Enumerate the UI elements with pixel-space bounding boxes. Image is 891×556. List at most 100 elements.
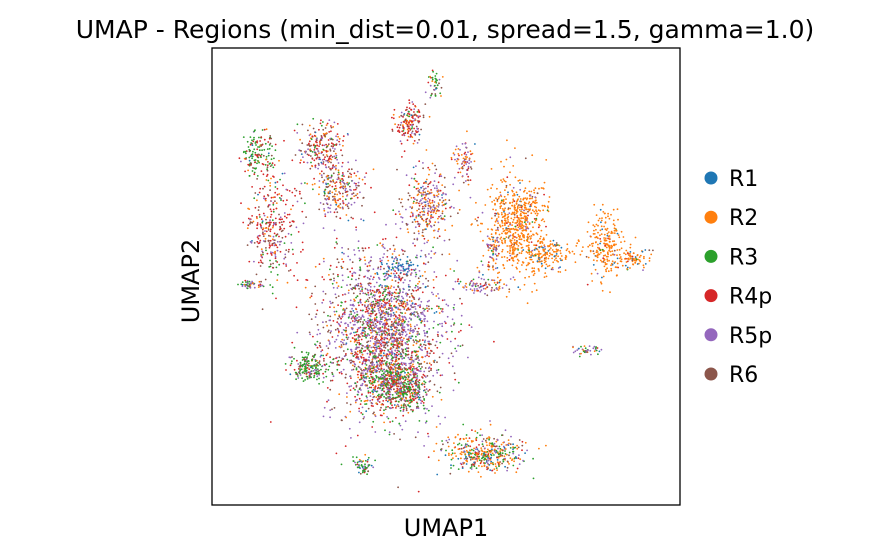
point-R5p bbox=[519, 228, 521, 230]
point-R3 bbox=[365, 364, 368, 366]
point-R3 bbox=[325, 375, 328, 378]
point-R6 bbox=[392, 346, 395, 349]
point-R6 bbox=[380, 406, 382, 409]
point-R2 bbox=[299, 138, 301, 141]
point-R2 bbox=[495, 440, 498, 443]
point-R6 bbox=[350, 359, 352, 362]
point-R5p bbox=[403, 308, 406, 310]
point-R2 bbox=[426, 307, 428, 310]
point-R6 bbox=[449, 472, 452, 475]
point-R5p bbox=[509, 234, 512, 237]
point-R2 bbox=[512, 194, 514, 197]
point-R5p bbox=[412, 331, 414, 334]
point-R3 bbox=[320, 368, 322, 371]
point-R2 bbox=[549, 252, 551, 255]
point-R6 bbox=[400, 201, 402, 204]
point-R2 bbox=[524, 217, 527, 220]
point-R4p bbox=[362, 356, 365, 359]
point-R2 bbox=[503, 267, 506, 270]
point-R3 bbox=[383, 395, 385, 398]
point-R3 bbox=[387, 390, 389, 393]
point-R3 bbox=[532, 477, 535, 480]
point-R3 bbox=[257, 160, 259, 162]
point-R3 bbox=[502, 459, 504, 461]
point-R4p bbox=[308, 142, 310, 145]
point-R6 bbox=[386, 357, 389, 360]
point-R2 bbox=[527, 246, 530, 249]
point-R3 bbox=[355, 367, 358, 369]
point-R2 bbox=[513, 211, 516, 214]
point-R2 bbox=[492, 268, 495, 271]
point-R3 bbox=[417, 355, 419, 358]
point-R1 bbox=[517, 286, 520, 289]
point-R6 bbox=[355, 385, 358, 388]
point-R2 bbox=[510, 241, 513, 244]
point-R5p bbox=[383, 275, 386, 278]
point-R6 bbox=[305, 372, 308, 375]
point-R6 bbox=[308, 331, 311, 334]
point-R4p bbox=[365, 306, 368, 309]
point-R3 bbox=[315, 366, 317, 369]
point-R6 bbox=[331, 408, 333, 411]
point-R4p bbox=[397, 385, 400, 388]
point-R2 bbox=[587, 245, 590, 248]
point-R6 bbox=[484, 439, 487, 442]
point-R6 bbox=[427, 305, 430, 308]
point-R4p bbox=[353, 338, 356, 341]
point-R3 bbox=[385, 370, 388, 372]
point-R4p bbox=[365, 345, 368, 347]
point-R5p bbox=[481, 211, 484, 214]
point-R6 bbox=[426, 362, 428, 365]
point-R5p bbox=[399, 383, 401, 385]
point-R3 bbox=[377, 360, 380, 362]
point-R2 bbox=[357, 376, 360, 379]
point-R6 bbox=[322, 326, 325, 329]
point-R5p bbox=[316, 375, 319, 378]
point-R4p bbox=[316, 154, 319, 156]
point-R3 bbox=[324, 370, 327, 373]
point-R2 bbox=[534, 212, 537, 215]
point-R2 bbox=[457, 448, 460, 451]
point-R5p bbox=[395, 256, 397, 259]
point-R4p bbox=[382, 294, 384, 297]
point-R2 bbox=[564, 269, 567, 272]
point-R4p bbox=[373, 306, 376, 309]
point-R2 bbox=[592, 233, 595, 235]
point-R3 bbox=[317, 361, 319, 364]
point-R4p bbox=[400, 277, 403, 280]
point-R4p bbox=[393, 343, 396, 346]
point-R4p bbox=[373, 319, 376, 321]
point-R3 bbox=[397, 400, 400, 403]
point-R5p bbox=[328, 342, 331, 344]
point-R2 bbox=[516, 262, 519, 264]
point-R5p bbox=[363, 416, 366, 418]
point-R6 bbox=[369, 361, 372, 364]
point-R5p bbox=[363, 465, 366, 468]
point-R5p bbox=[401, 428, 404, 431]
point-R5p bbox=[362, 327, 364, 329]
point-R3 bbox=[385, 331, 388, 334]
point-R3 bbox=[254, 142, 257, 144]
point-R4p bbox=[391, 336, 394, 339]
point-R2 bbox=[537, 268, 540, 270]
point-R5p bbox=[420, 312, 423, 315]
point-R3 bbox=[480, 260, 483, 263]
point-R3 bbox=[320, 124, 323, 127]
point-R6 bbox=[359, 472, 362, 475]
point-R5p bbox=[370, 346, 373, 349]
point-R1 bbox=[503, 446, 506, 449]
point-R2 bbox=[531, 291, 533, 293]
point-R2 bbox=[592, 259, 595, 261]
point-R5p bbox=[401, 324, 404, 327]
point-R5p bbox=[385, 312, 388, 315]
point-R2 bbox=[610, 247, 613, 249]
point-R4p bbox=[371, 426, 374, 428]
point-R3 bbox=[365, 395, 368, 398]
point-R4p bbox=[379, 349, 382, 352]
point-R4p bbox=[384, 237, 387, 240]
point-R5p bbox=[392, 376, 395, 379]
point-R2 bbox=[539, 237, 541, 240]
point-R3 bbox=[350, 313, 353, 315]
point-R3 bbox=[440, 307, 442, 310]
point-R3 bbox=[368, 380, 370, 382]
